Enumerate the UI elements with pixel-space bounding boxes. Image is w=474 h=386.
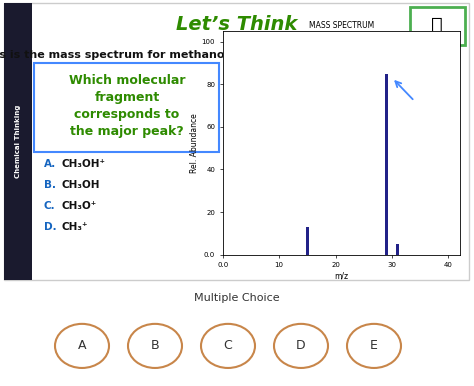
X-axis label: m/z: m/z (334, 271, 348, 280)
Bar (306, 227, 309, 255)
Text: B.: B. (44, 180, 56, 190)
Text: C: C (224, 339, 232, 352)
Title: MASS SPECTRUM: MASS SPECTRUM (309, 21, 374, 30)
Text: A: A (78, 339, 86, 352)
FancyBboxPatch shape (4, 3, 32, 280)
Bar (385, 73, 388, 255)
Text: E: E (370, 339, 378, 352)
Text: CH₃O⁺: CH₃O⁺ (62, 201, 97, 211)
FancyBboxPatch shape (4, 3, 469, 280)
Text: Let’s Think: Let’s Think (176, 15, 298, 34)
Text: A.: A. (44, 159, 56, 169)
FancyBboxPatch shape (34, 63, 219, 152)
Text: CH₃OH: CH₃OH (62, 180, 100, 190)
Text: Which molecular
fragment
corresponds to
the major peak?: Which molecular fragment corresponds to … (69, 74, 185, 137)
Text: CH₃OH⁺: CH₃OH⁺ (62, 159, 106, 169)
Text: C.: C. (44, 201, 55, 211)
FancyBboxPatch shape (410, 7, 465, 45)
Text: ):: ): (279, 50, 289, 60)
Ellipse shape (55, 324, 109, 368)
Ellipse shape (347, 324, 401, 368)
Text: CH₃⁺: CH₃⁺ (62, 222, 89, 232)
Text: 📱: 📱 (431, 16, 443, 36)
Text: Chemical Thinking: Chemical Thinking (15, 105, 21, 178)
Text: B: B (151, 339, 159, 352)
Text: D.: D. (44, 222, 56, 232)
Ellipse shape (274, 324, 328, 368)
Text: Multiple Choice: Multiple Choice (194, 293, 280, 303)
Bar (396, 244, 400, 255)
Text: CH₃OH: CH₃OH (239, 50, 280, 60)
Text: This is the mass spectrum for methanol (: This is the mass spectrum for methanol ( (0, 50, 237, 60)
Y-axis label: Rel. Abundance: Rel. Abundance (190, 113, 199, 173)
Text: D: D (296, 339, 306, 352)
Ellipse shape (201, 324, 255, 368)
Ellipse shape (128, 324, 182, 368)
